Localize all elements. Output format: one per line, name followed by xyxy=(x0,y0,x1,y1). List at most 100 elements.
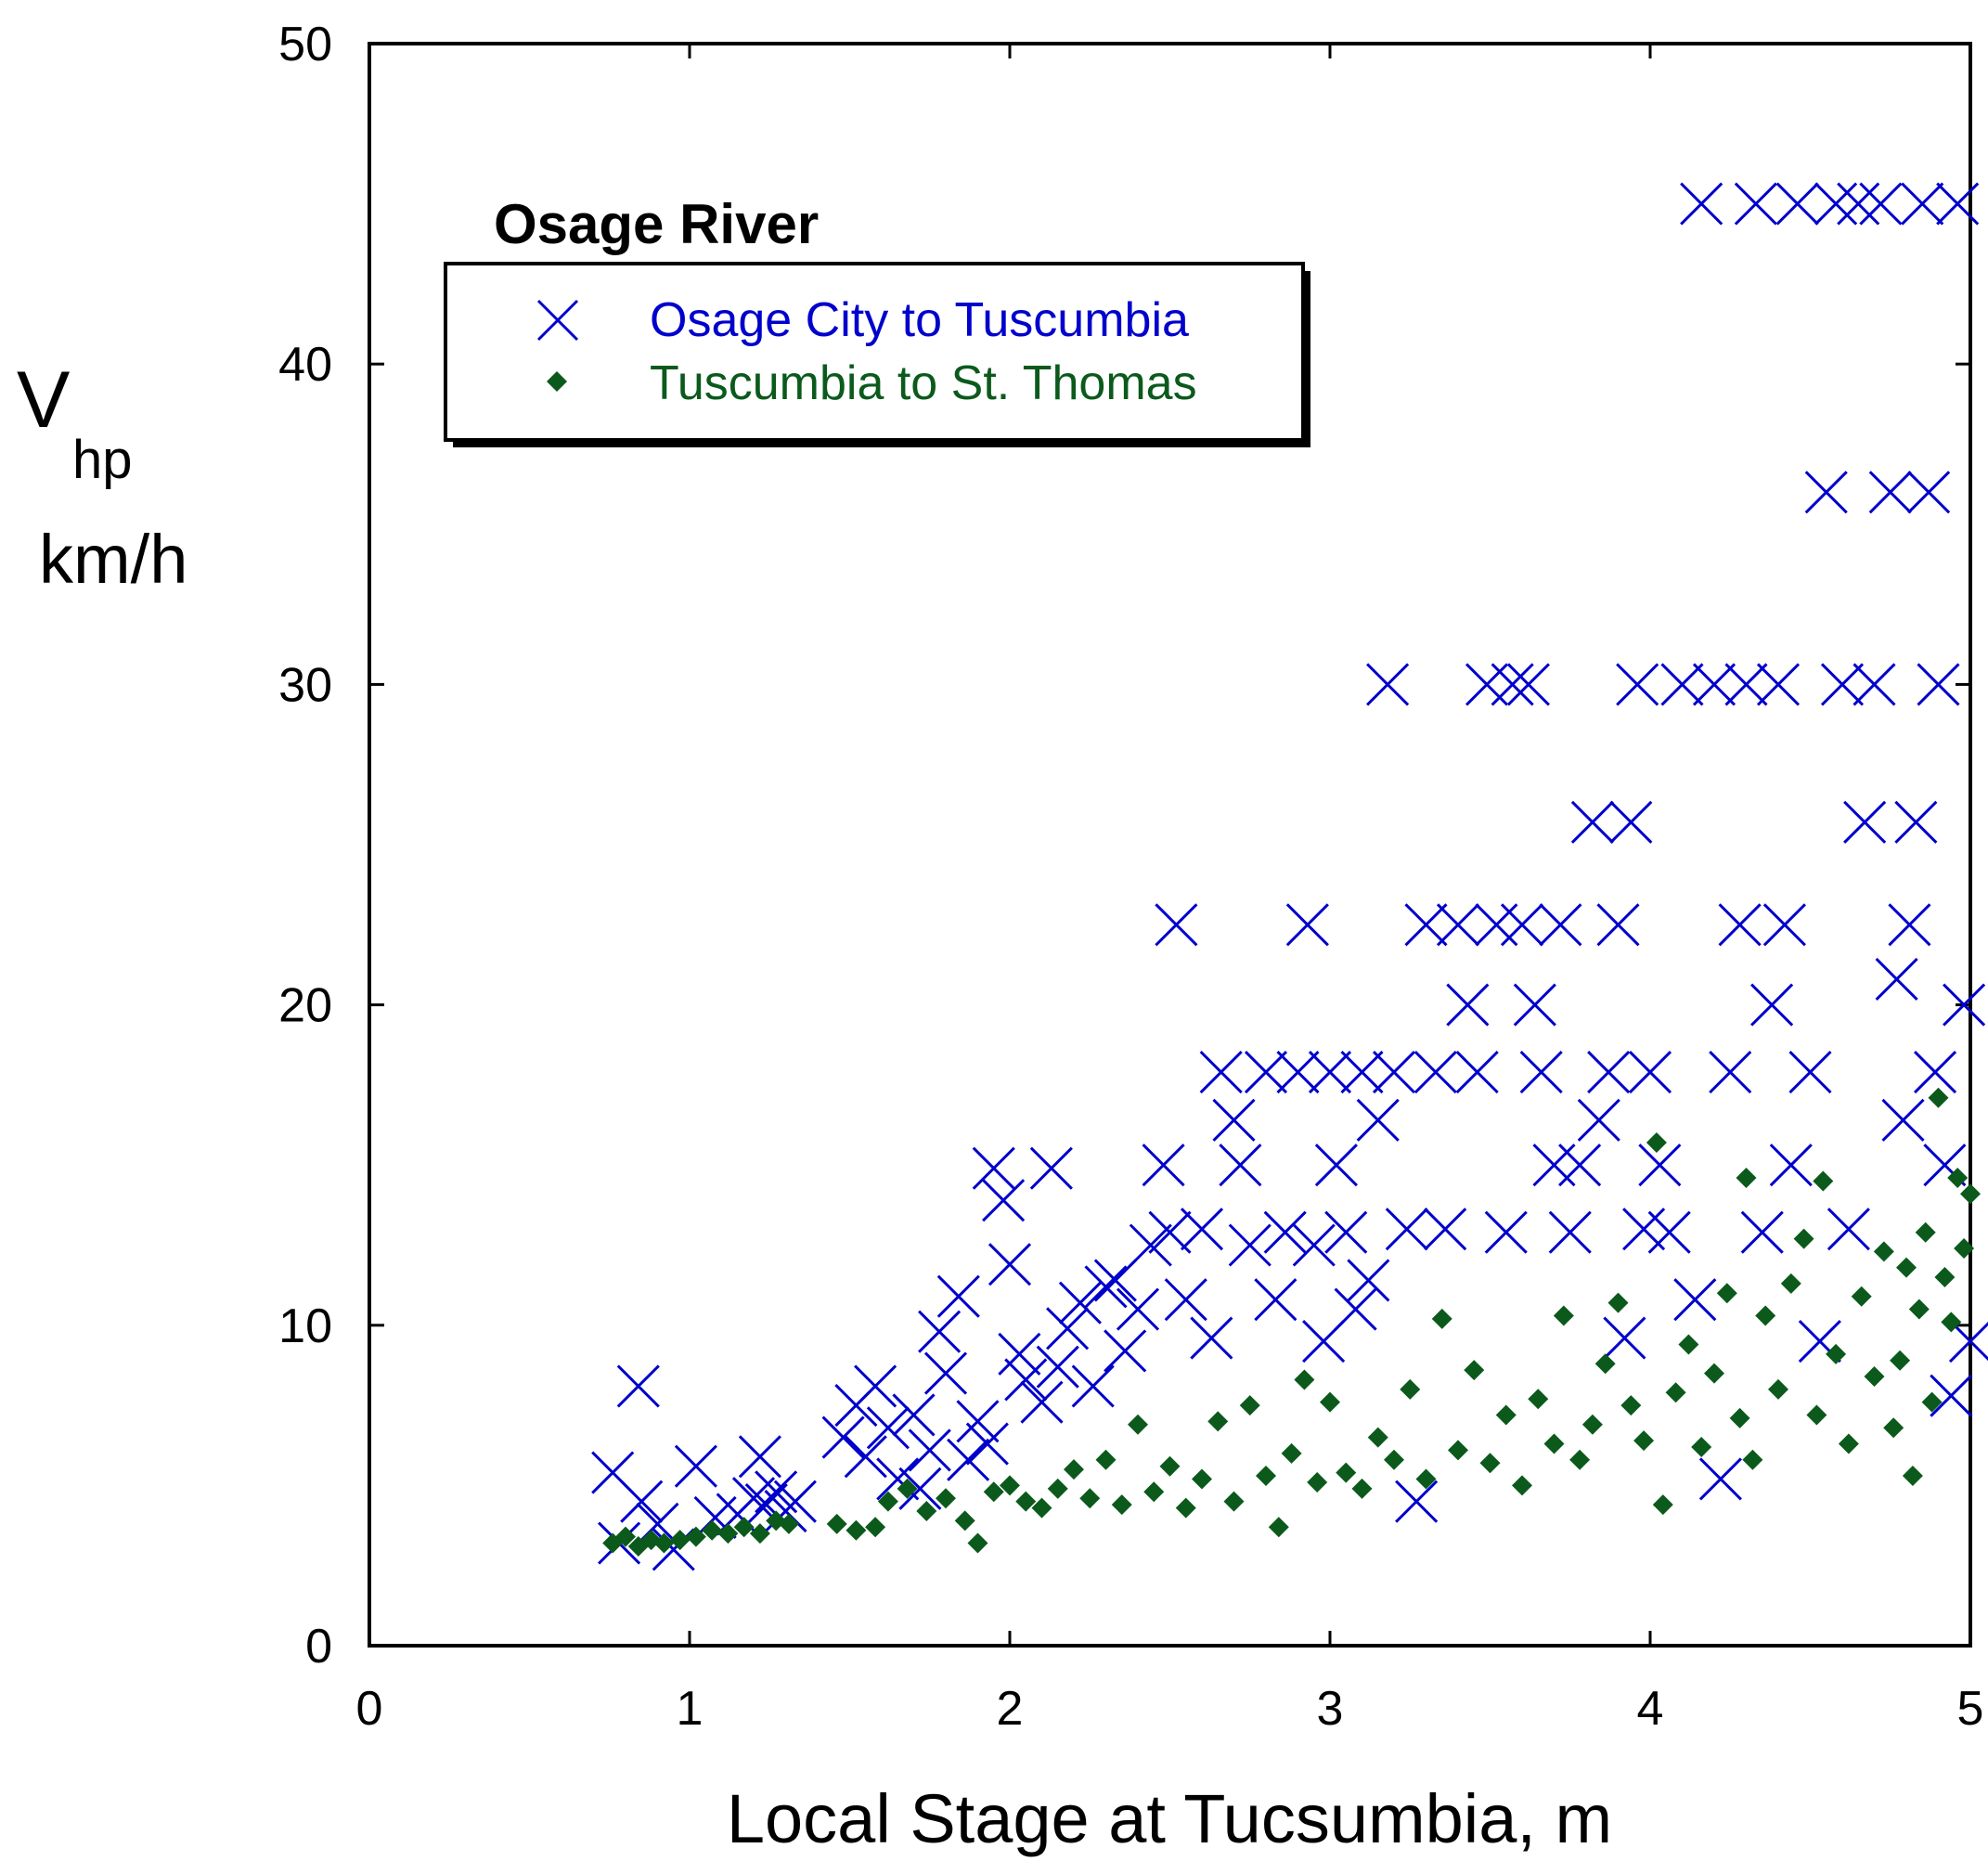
data-point-x xyxy=(1881,1098,1925,1142)
data-point-x xyxy=(1539,903,1582,947)
data-point-diamond xyxy=(1755,1305,1776,1326)
axis-ticks xyxy=(368,42,1972,1648)
data-point-diamond xyxy=(1064,1459,1084,1480)
data-point-x xyxy=(1276,1051,1320,1094)
data-point-diamond xyxy=(1000,1475,1020,1496)
data-point-x xyxy=(1837,182,1880,226)
data-point-x xyxy=(1071,1364,1115,1408)
data-point-diamond xyxy=(1031,1497,1052,1519)
data-point-diamond xyxy=(749,1523,770,1544)
data-point-diamond xyxy=(1813,1170,1834,1192)
data-point-diamond xyxy=(877,1491,898,1512)
data-point-x xyxy=(1888,903,1931,947)
data-point-x xyxy=(1219,1144,1262,1187)
data-point-diamond xyxy=(954,1510,975,1532)
data-point-diamond xyxy=(1464,1360,1485,1381)
data-point-x xyxy=(1484,1210,1528,1254)
data-point-diamond xyxy=(1047,1478,1068,1499)
data-point-x xyxy=(936,1274,980,1318)
data-point-diamond xyxy=(1941,1312,1962,1333)
x-tick-label: 1 xyxy=(677,1682,704,1736)
data-point-x xyxy=(1500,903,1544,947)
data-point-diamond xyxy=(1569,1449,1591,1470)
data-point-x xyxy=(1404,903,1448,947)
data-point-diamond xyxy=(1851,1286,1872,1307)
data-point-diamond xyxy=(1079,1488,1101,1509)
data-point-x xyxy=(1692,663,1736,706)
data-point-x xyxy=(1506,663,1550,706)
data-point-diamond xyxy=(1415,1468,1437,1490)
data-point-x xyxy=(1698,1457,1742,1501)
x-tick-label: 2 xyxy=(997,1682,1024,1736)
x-tick-label: 3 xyxy=(1317,1682,1344,1736)
data-point-x xyxy=(1334,1287,1377,1331)
data-point-x xyxy=(738,1435,781,1479)
data-point-x xyxy=(620,1480,664,1523)
data-point-diamond xyxy=(1652,1494,1673,1516)
data-point-diamond xyxy=(1921,1391,1943,1413)
data-point-diamond xyxy=(1729,1407,1750,1428)
legend-marker-x xyxy=(536,299,579,342)
data-point-x xyxy=(1424,1208,1467,1251)
legend-label-series-1: Osage City to Tuscumbia xyxy=(650,293,1189,347)
data-point-diamond xyxy=(1704,1363,1724,1384)
data-point-diamond xyxy=(1793,1228,1814,1249)
data-point-x xyxy=(956,1400,1000,1443)
y-tick-label: 0 xyxy=(305,1620,332,1674)
data-point-x xyxy=(918,1310,962,1353)
data-point-x xyxy=(1740,1210,1784,1254)
data-point-x xyxy=(1465,663,1509,706)
data-point-diamond xyxy=(1239,1395,1260,1416)
data-point-x xyxy=(1347,1259,1390,1302)
data-point-x xyxy=(1020,1380,1064,1424)
data-point-diamond xyxy=(846,1519,867,1541)
data-point-diamond xyxy=(1268,1517,1289,1538)
data-point-x xyxy=(1228,1223,1272,1267)
data-point-x xyxy=(1930,1374,1973,1417)
data-point-diamond xyxy=(1528,1389,1549,1410)
data-point-diamond xyxy=(1915,1221,1936,1243)
data-point-x xyxy=(1366,663,1410,706)
data-point-x xyxy=(1577,1098,1620,1142)
data-point-diamond xyxy=(1873,1241,1894,1262)
data-point-diamond xyxy=(1448,1440,1468,1461)
y-tick-label: 50 xyxy=(278,18,332,71)
data-point-x xyxy=(1104,1329,1147,1373)
legend-box xyxy=(444,262,1305,442)
data-point-x xyxy=(1734,182,1777,226)
data-point-diamond xyxy=(1111,1494,1132,1516)
series-tuscumbia-to-st-thomas xyxy=(602,1087,1981,1557)
data-point-x xyxy=(1709,1051,1752,1094)
data-point-x xyxy=(1414,1051,1457,1094)
legend-label-series-2: Tuscumbia to St. Thomas xyxy=(650,356,1197,410)
data-point-diamond xyxy=(1175,1497,1196,1519)
data-point-diamond xyxy=(685,1526,706,1547)
data-point-x xyxy=(1292,1223,1336,1267)
data-point-diamond xyxy=(1954,1237,1975,1259)
series-osage-city-to-tuscumbia xyxy=(591,182,1988,1571)
legend-marker-diamond xyxy=(547,371,567,392)
data-point-diamond xyxy=(1223,1491,1245,1512)
data-point-diamond xyxy=(1128,1414,1148,1435)
data-point-x xyxy=(982,1179,1026,1222)
data-point-x xyxy=(1548,1210,1592,1254)
x-tick-label: 4 xyxy=(1637,1682,1664,1736)
data-point-x xyxy=(1046,1307,1090,1351)
data-point-x xyxy=(1875,957,1918,1002)
data-point-x xyxy=(1491,663,1534,706)
data-point-diamond xyxy=(1838,1433,1859,1454)
y-tick-label: 20 xyxy=(278,979,332,1033)
data-point-diamond xyxy=(1192,1468,1212,1490)
data-point-diamond xyxy=(1281,1442,1302,1464)
data-point-diamond xyxy=(897,1478,918,1499)
data-point-diamond xyxy=(1806,1404,1827,1426)
x-axis-title: Local Stage at Tucsumbia, m xyxy=(727,1780,1612,1857)
x-tick-label: 5 xyxy=(1957,1682,1984,1736)
data-point-x xyxy=(1142,1144,1185,1187)
data-point-x xyxy=(1308,1051,1352,1094)
data-point-diamond xyxy=(1479,1453,1501,1474)
data-point-diamond xyxy=(1581,1414,1603,1435)
data-point-x xyxy=(1673,1278,1717,1322)
data-point-diamond xyxy=(733,1517,755,1538)
